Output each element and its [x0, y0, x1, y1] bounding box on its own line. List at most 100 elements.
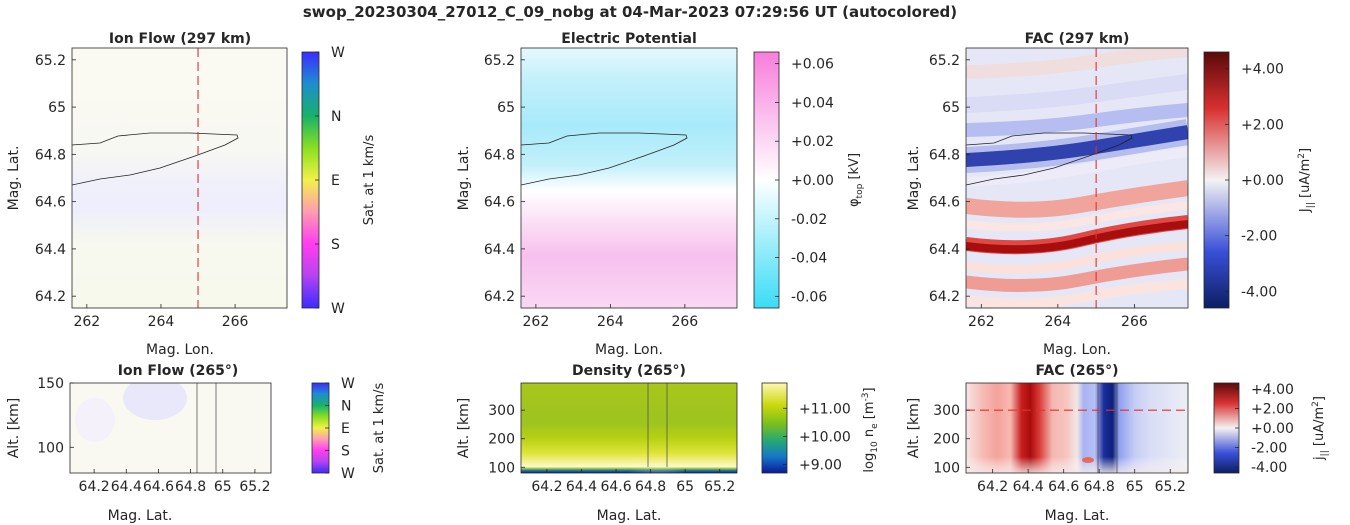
fac-map-colorbar-ticks: +4.00 +2.00 +0.00 -2.00 -4.00	[1225, 62, 1284, 300]
colorbar-tick-label: W	[341, 466, 355, 482]
colorbar-tick-label: -2.00	[1251, 441, 1287, 457]
colorbar-tick-label: +4.00	[1251, 382, 1294, 398]
electric-potential-title: Electric Potential	[561, 31, 697, 47]
fac-map-band	[966, 201, 1188, 232]
colorbar-tick-label: -0.02	[791, 212, 827, 228]
panel-fac-alt: FAC (265°) 64.2 64.4 64.6 64.8 65 65.2 300 200…	[906, 363, 1330, 524]
xtick-label: 64.4	[566, 479, 597, 495]
fac-alt-xlabel: Mag. Lat.	[1045, 508, 1110, 524]
xtick-label: 64.2	[79, 479, 110, 495]
xtick-label: 64.8	[635, 479, 666, 495]
ytick-label: 65	[48, 100, 66, 116]
ion-flow-map-colorbar-label: Sat. at 1 km/s	[362, 135, 377, 226]
density-alt-title: Density (265°)	[572, 363, 686, 379]
density-alt-glow	[617, 432, 697, 473]
xtick-label: 266	[1121, 314, 1148, 330]
ytick-label: 64.2	[929, 289, 960, 305]
colorbar-tick-label: +2.00	[1241, 117, 1284, 133]
xtick-label: 262	[523, 314, 550, 330]
xtick-label: 266	[222, 314, 249, 330]
panel-fac-map: FAC (297 km) 262 264 266 64.264.464.664.86…	[906, 31, 1316, 358]
ytick-label: 100	[933, 460, 960, 476]
ion-flow-alt-ylabel: Alt. [km]	[6, 398, 22, 459]
ytick-label: 64.8	[484, 147, 515, 163]
ion-flow-map-xticks: 262 264 266	[73, 304, 249, 330]
electric-potential-xlabel: Mag. Lon.	[595, 342, 663, 358]
density-alt-yticks: 300 200 100	[488, 403, 525, 476]
xtick-label: 266	[671, 314, 698, 330]
ytick-label: 64.2	[484, 289, 515, 305]
fac-map-band	[966, 103, 1188, 137]
density-alt-xlabel: Mag. Lat.	[597, 508, 662, 524]
colorbar-tick-label: +0.06	[791, 57, 834, 73]
fac-map-colorbar-label: J|| [uA/m2]	[1297, 148, 1316, 213]
ion-flow-map-contour	[72, 132, 239, 186]
fac-map-band	[966, 241, 1188, 274]
xtick-label: 65	[1126, 479, 1144, 495]
xtick-label: 65.2	[239, 479, 270, 495]
panel-ion-flow-alt: Ion Flow (265°) 64.2 64.4 64.6 64.8 65 65.2 1…	[6, 363, 387, 524]
xtick-label: 64.6	[1048, 479, 1079, 495]
colorbar-tick-label: +0.00	[1241, 173, 1284, 189]
fac-alt-yticks: 300 200 100	[933, 403, 970, 476]
ytick-label: 64.6	[929, 195, 960, 211]
ytick-label: 65	[497, 100, 515, 116]
ytick-label: 64.8	[929, 147, 960, 163]
fac-map-band	[966, 220, 1188, 254]
fac-alt-colorbar	[1213, 382, 1240, 474]
electric-potential-xticks: 262 264 266	[523, 304, 698, 330]
ion-flow-alt-colorbar-label: Sat. at 1 km/s	[372, 383, 387, 474]
xtick-label: 65	[214, 479, 232, 495]
fac-alt-colorbar-label: j|| [uA/m2]	[1311, 396, 1330, 461]
ytick-label: 65	[942, 100, 960, 116]
xtick-label: 262	[968, 314, 995, 330]
colorbar-tick-label: S	[341, 444, 350, 460]
ytick-label: 64.8	[35, 147, 66, 163]
density-alt-colorbar-ticks: +11.00 +10.00 +9.00	[783, 401, 851, 474]
fac-map-xlabel: Mag. Lon.	[1043, 342, 1111, 358]
xtick-label: 264	[148, 314, 175, 330]
fac-map-band	[966, 180, 1188, 218]
ion-flow-alt-yticks: 150 100	[37, 376, 74, 456]
ytick-label: 65.2	[484, 53, 515, 69]
colorbar-tick-label: +11.00	[799, 401, 851, 417]
ytick-label: 64.6	[484, 195, 515, 211]
density-alt-colorbar-label: log10 ne [m-3]	[861, 387, 880, 472]
fac-map-band	[966, 125, 1188, 167]
xtick-label: 64.4	[111, 479, 142, 495]
ytick-label: 65.2	[929, 53, 960, 69]
ion-flow-map-field	[72, 48, 287, 308]
fac-alt-ylabel: Alt. [km]	[906, 398, 922, 459]
fac-map-contour	[966, 132, 1133, 186]
ion-flow-alt-xlabel: Mag. Lat.	[108, 508, 173, 524]
colorbar-tick-label: E	[331, 173, 340, 189]
colorbar-tick-label: +0.02	[791, 134, 834, 150]
fac-map-band	[966, 147, 1188, 187]
fac-map-xticks: 262 264 266	[968, 304, 1148, 330]
colorbar-tick-label: W	[331, 301, 345, 317]
xtick-label: 65.2	[1155, 479, 1186, 495]
ion-flow-alt-xticks: 64.2 64.4 64.6 64.8 65 65.2	[79, 469, 271, 495]
colorbar-tick-label: +4.00	[1241, 62, 1284, 78]
electric-potential-ylabel: Mag. Lat.	[456, 146, 472, 211]
xtick-label: 65.2	[704, 479, 735, 495]
colorbar-tick-label: -0.06	[791, 289, 827, 305]
ion-flow-alt-title: Ion Flow (265°)	[118, 363, 238, 379]
electric-potential-yticks: 64.2 64.4 64.6 64.8 65 65.2	[484, 53, 525, 305]
colorbar-tick-label: -2.00	[1241, 229, 1277, 245]
colorbar-tick-label: W	[331, 45, 345, 61]
colorbar-tick-label: +0.04	[791, 95, 834, 111]
ytick-label: 64.2	[35, 289, 66, 305]
fac-map-frame	[965, 47, 1189, 309]
colorbar-tick-label: +2.00	[1251, 401, 1294, 417]
fac-map-band	[966, 119, 1188, 173]
xtick-label: 262	[73, 314, 100, 330]
ion-flow-alt-blob	[75, 398, 115, 442]
ytick-label: 65.2	[35, 53, 66, 69]
density-alt-ylabel: Alt. [km]	[456, 398, 472, 459]
ytick-label: 64.4	[929, 242, 960, 258]
electric-potential-colorbar-label: φtop [kV]	[847, 153, 865, 207]
density-alt-colorbar	[761, 382, 788, 474]
